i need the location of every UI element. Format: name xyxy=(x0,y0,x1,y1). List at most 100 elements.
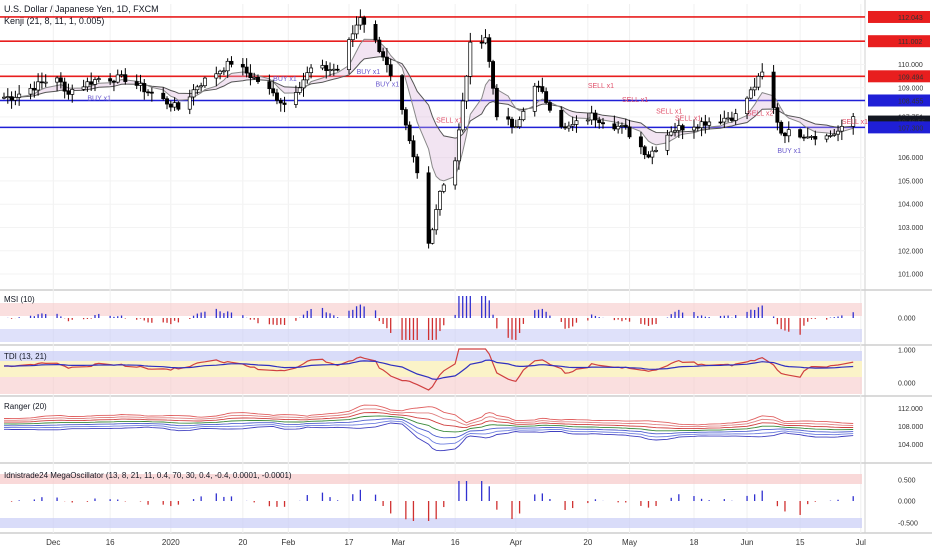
candle-body xyxy=(771,71,776,108)
candle-body xyxy=(161,92,166,100)
candle-body xyxy=(547,102,552,111)
candle-body xyxy=(17,93,22,98)
candle-body xyxy=(438,191,442,210)
candle-body xyxy=(256,76,260,82)
candle-body xyxy=(176,102,181,110)
candle-body xyxy=(441,184,446,192)
x-tick-label: 17 xyxy=(345,538,354,547)
candle-body xyxy=(828,135,833,137)
candle-body xyxy=(119,74,124,77)
candle-body xyxy=(430,229,435,244)
candle-body xyxy=(779,121,784,134)
pane-axis-label: 0.000 xyxy=(898,499,916,506)
ranger-band xyxy=(4,422,854,452)
candle-body xyxy=(134,81,139,86)
candle-body xyxy=(244,66,249,74)
x-tick-label: 18 xyxy=(690,538,699,547)
candle-body xyxy=(138,83,143,86)
y-tick-label: 103.000 xyxy=(898,225,923,232)
candle-body xyxy=(377,39,382,52)
candle-body xyxy=(673,130,677,133)
candle-body xyxy=(165,98,169,105)
signal-label: BUY x1 xyxy=(87,96,111,103)
ranger-label: Ranger (20) xyxy=(4,402,47,411)
candle-body xyxy=(646,154,651,158)
x-tick-label: Dec xyxy=(46,538,60,547)
candle-body xyxy=(783,132,787,137)
candle-body xyxy=(354,24,359,35)
tdi-label: TDI (13, 21) xyxy=(4,352,47,361)
ranger-band xyxy=(4,408,854,428)
candle-body xyxy=(517,119,522,128)
signal-label: BUY x1 xyxy=(376,82,400,89)
candle-body xyxy=(271,88,276,94)
msi-lower-zone xyxy=(0,329,862,342)
candle-body xyxy=(267,81,272,90)
price-tag-bg xyxy=(868,121,930,134)
candle-body xyxy=(680,125,685,131)
tdi-main-line xyxy=(4,359,854,380)
candle-body xyxy=(172,102,177,108)
msi-label: MSI (10) xyxy=(4,295,35,304)
msi-pane: 0.000 xyxy=(0,296,916,342)
candle-body xyxy=(745,97,750,114)
candle-body xyxy=(676,125,681,131)
pane-axis-label: -0.500 xyxy=(898,521,918,528)
candle-body xyxy=(55,77,60,83)
candle-body xyxy=(544,91,549,103)
tdi-upper-zone xyxy=(0,351,862,361)
candle-body xyxy=(612,123,617,130)
candle-body xyxy=(491,61,496,89)
price-tag-bg xyxy=(868,94,930,107)
candle-body xyxy=(39,81,44,84)
candle-body xyxy=(108,78,113,82)
candle-body xyxy=(407,124,412,142)
pane-axis-label: 104.000 xyxy=(898,442,923,449)
candle-body xyxy=(93,79,97,85)
candle-body xyxy=(297,87,302,93)
candle-body xyxy=(434,209,439,231)
x-tick-label: Mar xyxy=(391,538,405,547)
signal-label: SELL x1 xyxy=(656,108,682,115)
candle-body xyxy=(707,121,712,126)
candle-body xyxy=(373,24,378,41)
candle-body xyxy=(805,136,810,139)
candle-body xyxy=(851,116,856,127)
candle-body xyxy=(36,81,41,91)
mega-upper-zone xyxy=(0,474,862,484)
pane-axis-label: 0.500 xyxy=(898,478,916,485)
price-tag-bg xyxy=(868,70,930,83)
candle-body xyxy=(426,172,431,244)
candle-body xyxy=(362,17,367,25)
candle-body xyxy=(623,125,628,128)
candle-body xyxy=(2,96,6,99)
candle-body xyxy=(479,41,484,44)
candle-body xyxy=(13,97,18,101)
signal-label: SELL x1 xyxy=(622,97,648,104)
signal-label: BUY x1 xyxy=(777,148,801,155)
x-tick-label: Apr xyxy=(510,538,523,547)
time-axis: Dec 16 2020 20 Feb 17 Mar 16 Apr 20 May 18 Jun 15 Jul xyxy=(46,538,866,547)
signal-label: SELL x1 xyxy=(588,83,614,90)
candle-body xyxy=(832,133,837,136)
candle-body xyxy=(275,92,279,101)
pane-axis-label: 0.000 xyxy=(898,381,916,388)
candle-body xyxy=(221,70,226,73)
y-tick-label: 104.000 xyxy=(898,202,923,209)
ranger-band xyxy=(4,420,854,445)
candle-body xyxy=(225,60,230,72)
candle-body xyxy=(460,100,465,131)
candle-body xyxy=(252,76,257,79)
candle-body xyxy=(335,68,340,71)
ranger-band xyxy=(4,404,854,426)
price-tag-bg xyxy=(868,10,930,23)
candle-body xyxy=(695,126,700,129)
candle-body xyxy=(638,136,643,148)
candle-body xyxy=(218,70,223,75)
candle-body xyxy=(620,125,624,127)
candle-body xyxy=(229,60,234,65)
candle-body xyxy=(187,96,192,110)
candle-body xyxy=(320,65,325,69)
candle-body xyxy=(305,72,310,81)
candle-body xyxy=(468,41,473,77)
